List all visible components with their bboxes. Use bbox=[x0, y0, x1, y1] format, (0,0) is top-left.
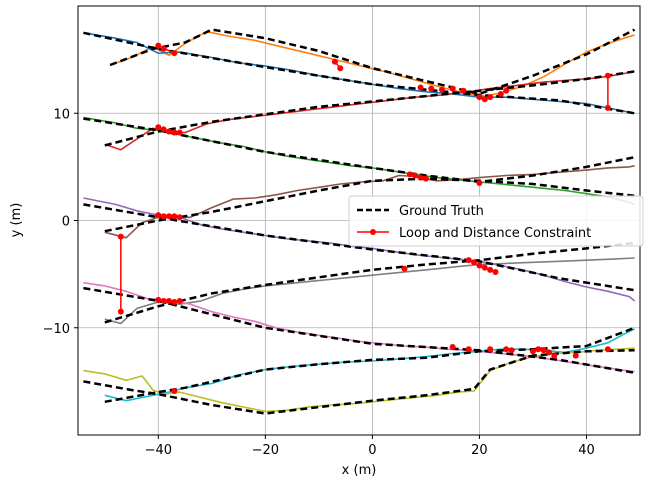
constraint-point-23 bbox=[412, 172, 419, 179]
constraint-point-31 bbox=[176, 214, 183, 221]
constraint-point-46 bbox=[171, 388, 178, 395]
y-tick-label-0: −10 bbox=[43, 322, 70, 337]
y-axis-label: y (m) bbox=[9, 203, 24, 238]
constraint-point-57 bbox=[572, 352, 579, 359]
constraint-point-8 bbox=[449, 85, 456, 92]
legend-label-ground-truth: Ground Truth bbox=[399, 204, 484, 219]
constraint-point-9 bbox=[460, 87, 467, 94]
constraint-point-2 bbox=[171, 50, 178, 57]
constraint-point-58 bbox=[604, 346, 611, 353]
constraint-point-42 bbox=[160, 297, 167, 304]
ground-truth-line-13 bbox=[104, 241, 635, 324]
constraint-point-47 bbox=[449, 344, 456, 351]
constraint-point-49 bbox=[487, 346, 494, 353]
constraint-point-14 bbox=[503, 87, 510, 94]
constraint-point-48 bbox=[465, 346, 472, 353]
constraint-point-11 bbox=[481, 96, 488, 103]
constraint-point-43 bbox=[165, 297, 172, 304]
constraint-point-25 bbox=[422, 175, 429, 182]
ground-truth-line-1 bbox=[109, 28, 636, 96]
ground-truth-line-5 bbox=[104, 70, 635, 147]
constraint-point-28 bbox=[160, 213, 167, 220]
x-tick-label-4: 40 bbox=[578, 443, 595, 458]
constraint-point-27 bbox=[155, 212, 162, 219]
plot-lines bbox=[83, 28, 636, 415]
constraint-point-20 bbox=[171, 129, 178, 136]
constraint-point-19 bbox=[165, 128, 172, 135]
constraint-point-39 bbox=[117, 233, 124, 240]
constraint-point-24 bbox=[417, 174, 424, 181]
constraint-point-17 bbox=[155, 124, 162, 131]
constraint-point-15 bbox=[604, 72, 611, 79]
constraint-point-32 bbox=[401, 265, 408, 272]
x-tick-label-1: −20 bbox=[252, 443, 279, 458]
constraint-point-36 bbox=[481, 264, 488, 271]
constraint-point-29 bbox=[165, 213, 172, 220]
constraint-point-34 bbox=[471, 259, 478, 266]
x-axis-label: x (m) bbox=[342, 463, 377, 478]
constraint-point-45 bbox=[176, 297, 183, 304]
constraint-point-18 bbox=[160, 126, 167, 133]
constraint-point-41 bbox=[155, 296, 162, 303]
y-tick-label-1: 0 bbox=[62, 215, 70, 230]
legend-swatch-constraint-marker bbox=[370, 229, 376, 235]
constraint-point-54 bbox=[540, 347, 547, 354]
constraint-point-38 bbox=[492, 268, 499, 275]
constraint-point-12 bbox=[487, 94, 494, 101]
constraint-point-22 bbox=[406, 171, 413, 178]
constraint-point-44 bbox=[171, 299, 178, 306]
constraint-point-0 bbox=[155, 42, 162, 49]
constraint-point-35 bbox=[476, 262, 483, 269]
ground-truth-line-19 bbox=[83, 349, 635, 415]
legend-label-constraint: Loop and Distance Constraint bbox=[399, 226, 591, 241]
constraint-point-4 bbox=[337, 65, 344, 72]
constraint-point-13 bbox=[497, 90, 504, 97]
constraint-point-37 bbox=[487, 266, 494, 273]
ground-truth-line-7 bbox=[83, 117, 635, 184]
constraint-point-50 bbox=[503, 346, 510, 353]
ground-truth-line-9 bbox=[104, 177, 635, 233]
y-tick-label-2: 10 bbox=[53, 107, 70, 122]
constraint-point-52 bbox=[529, 348, 536, 355]
x-tick-label-0: −40 bbox=[145, 443, 172, 458]
constraint-point-3 bbox=[331, 58, 338, 65]
constraint-point-21 bbox=[176, 129, 183, 136]
legend-box bbox=[348, 195, 644, 247]
constraint-point-7 bbox=[438, 86, 445, 93]
constraint-point-26 bbox=[476, 179, 483, 186]
axis-ticks: −40 −20 0 20 40 −10 0 10 bbox=[43, 107, 595, 458]
ground-truth-line-11 bbox=[83, 203, 635, 292]
trajectory-line-12 bbox=[104, 257, 635, 325]
constraint-point-30 bbox=[171, 213, 178, 220]
constraint-point-33 bbox=[465, 257, 472, 264]
constraint-point-10 bbox=[476, 94, 483, 101]
constraint-point-40 bbox=[117, 308, 124, 315]
constraint-point-51 bbox=[508, 347, 515, 354]
constraint-point-16 bbox=[604, 104, 611, 111]
constraint-point-55 bbox=[546, 349, 553, 356]
constraint-point-1 bbox=[160, 45, 167, 52]
constraint-markers bbox=[117, 42, 611, 395]
constraint-point-5 bbox=[417, 84, 424, 91]
x-tick-label-2: 0 bbox=[368, 443, 376, 458]
x-tick-label-3: 20 bbox=[471, 443, 488, 458]
constraint-point-56 bbox=[551, 352, 558, 359]
legend: Ground Truth Loop and Distance Constrain… bbox=[348, 195, 644, 247]
constraint-point-53 bbox=[535, 346, 542, 353]
constraint-point-6 bbox=[428, 85, 435, 92]
